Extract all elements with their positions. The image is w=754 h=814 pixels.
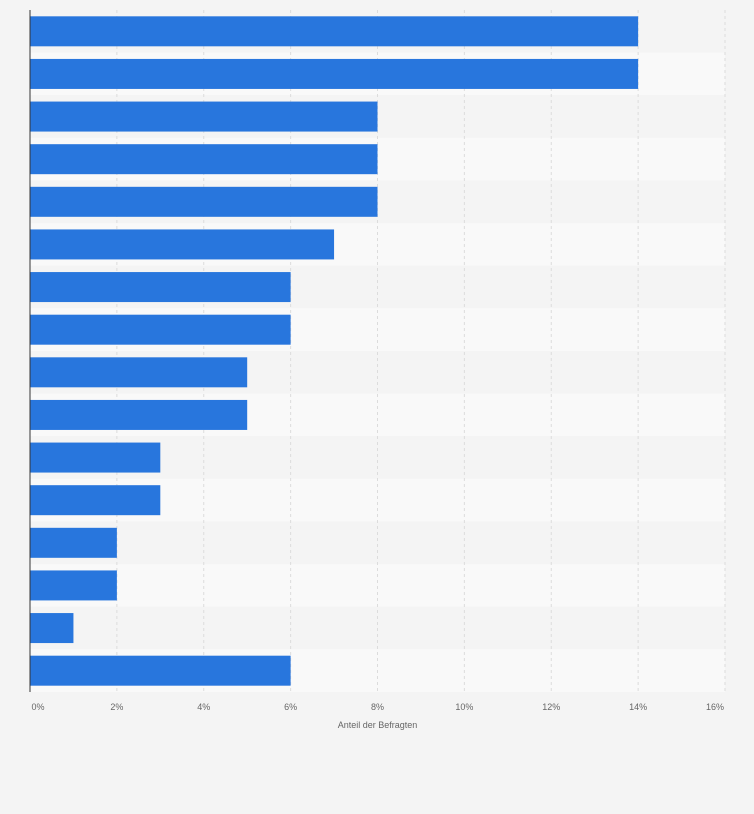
bar[interactable] <box>30 655 291 686</box>
x-tick-label: 4% <box>197 702 210 712</box>
x-tick-labels: 0% 2% 4% 6% 8% 10% 12% 14% 16% <box>31 702 724 712</box>
bars <box>30 16 639 686</box>
bar[interactable] <box>30 16 639 47</box>
bar[interactable] <box>30 186 378 217</box>
bar[interactable] <box>30 229 335 260</box>
bar[interactable] <box>30 570 117 601</box>
x-tick-label: 14% <box>629 702 647 712</box>
bar[interactable] <box>30 58 639 89</box>
x-tick-label: 10% <box>455 702 473 712</box>
bar[interactable] <box>30 613 74 644</box>
x-tick-label: 16% <box>706 702 724 712</box>
bar[interactable] <box>30 527 117 558</box>
bar[interactable] <box>30 101 378 132</box>
x-tick-label: 0% <box>31 702 44 712</box>
x-tick-label: 2% <box>110 702 123 712</box>
bar[interactable] <box>30 314 291 345</box>
x-tick-label: 8% <box>371 702 384 712</box>
bar[interactable] <box>30 357 248 388</box>
bar[interactable] <box>30 144 378 175</box>
x-tick-label: 12% <box>542 702 560 712</box>
bar[interactable] <box>30 442 161 473</box>
bar[interactable] <box>30 399 248 430</box>
bar[interactable] <box>30 485 161 516</box>
x-axis-label: Anteil der Befragten <box>338 720 418 730</box>
x-tick-label: 6% <box>284 702 297 712</box>
bar[interactable] <box>30 272 291 303</box>
